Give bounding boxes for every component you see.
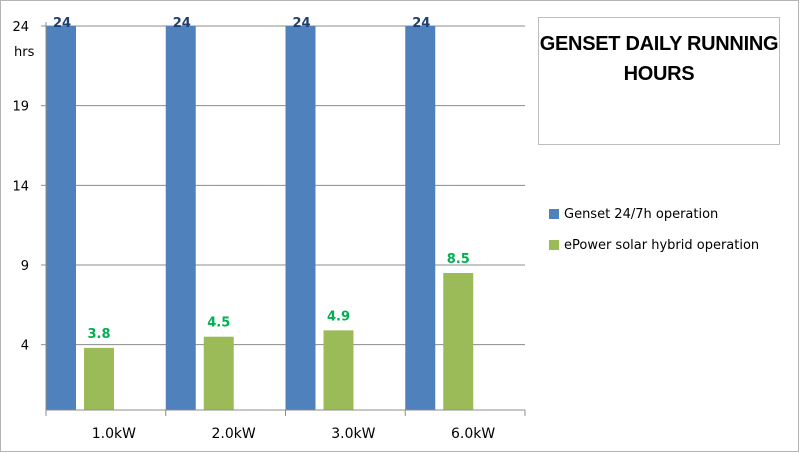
data-label-genset: 24: [412, 16, 430, 31]
bar-epower: [443, 272, 474, 410]
bar-genset: [405, 26, 436, 410]
data-label-epower: 3.8: [87, 327, 110, 342]
y-tick-label: 24: [12, 20, 29, 35]
bar-epower: [203, 336, 234, 410]
data-label-genset: 24: [173, 16, 191, 31]
legend-swatch-epower: [549, 240, 559, 250]
x-tick-label: 2.0kW: [212, 426, 256, 442]
bar-genset: [165, 26, 196, 410]
data-label-epower: 8.5: [447, 252, 470, 267]
y-tick-label: 19: [12, 100, 29, 115]
x-tick-label: 1.0kW: [92, 426, 136, 442]
legend-item-genset: Genset 24/7h operation: [549, 204, 759, 224]
legend-label-epower: ePower solar hybrid operation: [564, 237, 760, 253]
bar-genset: [285, 26, 316, 410]
legend-label-genset: Genset 24/7h operation: [564, 206, 719, 222]
chart-title: GENSET DAILY RUNNING HOURS: [539, 33, 779, 85]
y-axis-unit-label: hrs: [14, 45, 35, 60]
y-tick-label: 4: [21, 339, 29, 354]
bar-epower: [323, 330, 354, 410]
bar-genset: [46, 26, 76, 410]
bars: [46, 26, 474, 410]
data-label-epower: 4.9: [327, 309, 350, 324]
legend-swatch-genset: [549, 209, 559, 219]
legend-item-epower: ePower solar hybrid operation: [549, 235, 759, 255]
legend: Genset 24/7h operation ePower solar hybr…: [549, 204, 759, 266]
x-tick-label: 3.0kW: [331, 426, 375, 442]
data-label-genset: 24: [53, 16, 71, 31]
x-tick-label: 6.0kW: [451, 426, 495, 442]
title-box: GENSET DAILY RUNNING HOURS: [538, 17, 780, 145]
labels: 4 9 14 19 24 24 3.8 1.0kW 24 4.5 2.0kW 24 4.9 3.0kW 24…: [12, 16, 495, 442]
data-label-genset: 24: [292, 16, 310, 31]
data-label-epower: 4.5: [207, 316, 230, 331]
axes: [41, 22, 526, 416]
bar-epower: [84, 347, 114, 410]
y-tick-label: 9: [21, 259, 29, 274]
y-tick-label: 14: [12, 179, 29, 194]
